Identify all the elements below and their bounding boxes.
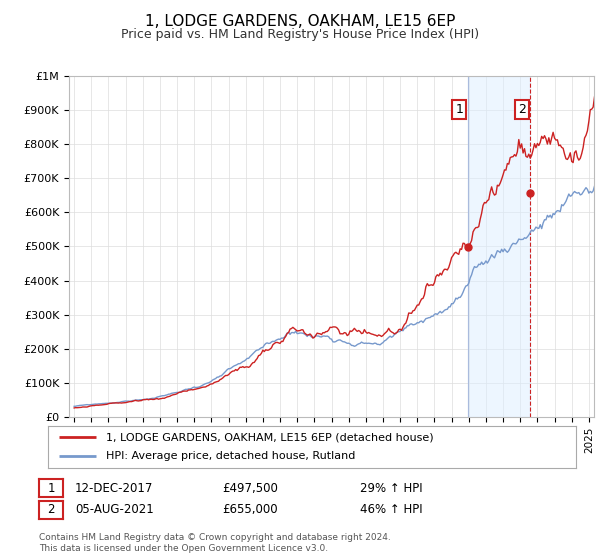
Text: 05-AUG-2021: 05-AUG-2021 [75, 503, 154, 516]
Text: 2: 2 [47, 503, 55, 516]
Text: 1, LODGE GARDENS, OAKHAM, LE15 6EP (detached house): 1, LODGE GARDENS, OAKHAM, LE15 6EP (deta… [106, 432, 434, 442]
Bar [468, 76, 530, 417]
Text: 2: 2 [518, 103, 526, 116]
Text: HPI: Average price, detached house, Rutland: HPI: Average price, detached house, Rutl… [106, 451, 355, 461]
Text: 1, LODGE GARDENS, OAKHAM, LE15 6EP: 1, LODGE GARDENS, OAKHAM, LE15 6EP [145, 14, 455, 29]
Text: 46% ↑ HPI: 46% ↑ HPI [360, 503, 422, 516]
Text: Price paid vs. HM Land Registry's House Price Index (HPI): Price paid vs. HM Land Registry's House … [121, 28, 479, 41]
Text: 29% ↑ HPI: 29% ↑ HPI [360, 482, 422, 495]
Text: Contains HM Land Registry data © Crown copyright and database right 2024.
This d: Contains HM Land Registry data © Crown c… [39, 533, 391, 553]
Text: 1: 1 [47, 482, 55, 495]
Text: 1: 1 [455, 103, 463, 116]
Text: 12-DEC-2017: 12-DEC-2017 [75, 482, 154, 495]
Text: £655,000: £655,000 [222, 503, 278, 516]
Text: £497,500: £497,500 [222, 482, 278, 495]
